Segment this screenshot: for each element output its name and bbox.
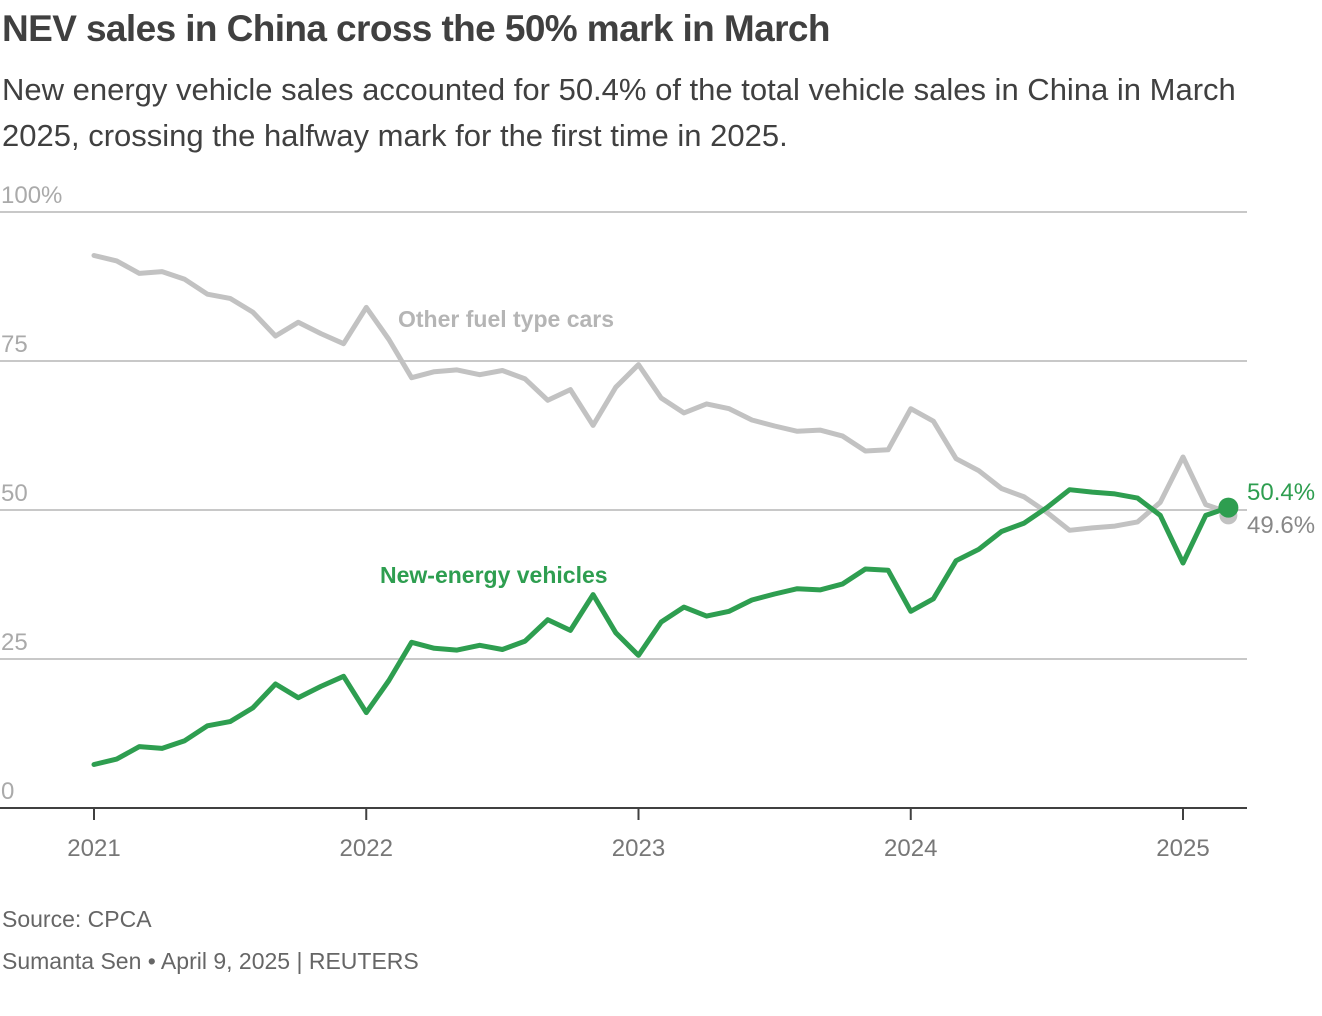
- y-tick-label: 75: [1, 331, 28, 358]
- y-tick-label: 25: [1, 629, 28, 656]
- credit-line: Sumanta Sen • April 9, 2025 | REUTERS: [2, 948, 419, 974]
- x-tick-label: 2021: [67, 835, 120, 862]
- y-tick-label: 100%: [1, 182, 62, 209]
- chart-subtitle: New energy vehicle sales accounted for 5…: [2, 72, 1236, 153]
- gridlines: [0, 211, 1247, 809]
- nev-series-label: New-energy vehicles: [380, 562, 608, 588]
- nev-end-value-label: 50.4%: [1247, 479, 1315, 506]
- chart-title: NEV sales in China cross the 50% mark in…: [2, 8, 830, 49]
- source-note: Source: CPCA: [2, 906, 152, 932]
- other-fuel-line: [91, 253, 1231, 533]
- nev-line: [91, 487, 1231, 767]
- x-tick-label: 2022: [340, 835, 393, 862]
- other-fuel-end-value-label: 49.6%: [1247, 512, 1315, 539]
- series-lines: [91, 253, 1239, 767]
- series-labels: Other fuel type cars New-energy vehicles 5…: [380, 306, 1315, 588]
- y-axis-ticks: 0 25 50 75 100%: [1, 182, 62, 805]
- other-fuel-series-label: Other fuel type cars: [398, 306, 614, 332]
- y-tick-label: 50: [1, 480, 28, 507]
- y-tick-label: 0: [1, 778, 14, 805]
- x-axis-ticks: 2021 2022 2023 2024 2025: [67, 808, 1210, 862]
- x-tick-label: 2023: [612, 835, 665, 862]
- nev-point-end: [1218, 497, 1239, 518]
- x-tick-label: 2024: [884, 835, 937, 862]
- x-tick-label: 2025: [1156, 835, 1209, 862]
